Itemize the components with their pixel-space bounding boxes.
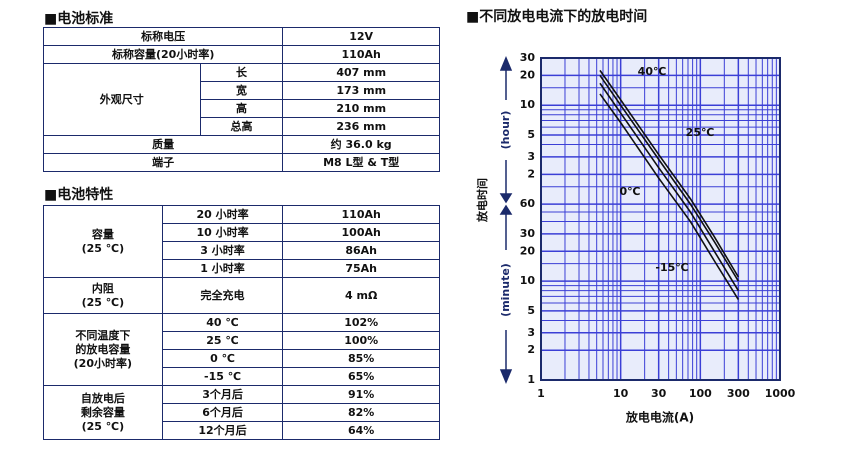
characteristics-title: ■电池特性 <box>44 187 114 203</box>
plot-frame <box>540 57 781 381</box>
y-tick-label: 10 <box>520 98 536 111</box>
sub-label: 20 小时率 <box>161 205 284 224</box>
row: 自放电后 剩余容量 (25 ℃) 3个月后 91% <box>43 385 440 440</box>
group-label-line: 不同温度下 <box>75 328 131 342</box>
value: 236 mm <box>282 117 440 136</box>
sub-label: -15 ℃ <box>161 367 284 386</box>
curve <box>599 93 740 301</box>
group-label-line: 自放电后 <box>80 391 125 405</box>
row: 0 ℃ 85% <box>44 349 440 368</box>
sub-label: 25 ℃ <box>161 331 284 350</box>
x-axis-label: 放电电流(A) <box>625 410 694 425</box>
curve <box>599 69 740 278</box>
spec-table: 标称电压 12V 标称容量(20小时率) 110Ah 外观尺寸长 407 mm 宽 173 m… <box>42 27 440 172</box>
row: 标称电压 12V <box>42 27 440 46</box>
row: 宽 173 mm <box>44 81 440 100</box>
x-tick-label: 300 <box>727 387 750 400</box>
y-tick-label: 20 <box>520 244 536 257</box>
group-label-line: 容量 <box>91 227 114 241</box>
y-tick-label: 5 <box>527 304 535 317</box>
group-label-line: 剩余容量 <box>80 405 125 419</box>
value: 173 mm <box>282 81 440 100</box>
group-label: 不同温度下 的放电容量 (20小时率) <box>43 313 163 386</box>
y-tick-label: 5 <box>527 128 535 141</box>
sub-label: 12个月后 <box>161 421 284 440</box>
group-label: 外观尺寸 <box>43 63 201 136</box>
group-label: 容量 (25 ℃) <box>43 205 163 278</box>
curve-label: -15℃ <box>655 261 688 274</box>
curve-label: 25℃ <box>686 126 715 139</box>
group-label: 内阻 (25 ℃) <box>43 277 163 314</box>
row: 容量 (25 ℃) 20 小时率 110Ah <box>43 205 440 278</box>
row: 端子 M8 L型 & T型 <box>42 153 440 172</box>
row: 不同温度下 的放电容量 (20小时率) 40 ℃ 102% <box>43 313 440 386</box>
label: 端子 <box>42 153 284 172</box>
y-tick-label: 3 <box>527 150 535 163</box>
x-tick-label: 30 <box>651 387 667 400</box>
minute-label: (minute) <box>499 263 512 317</box>
row: 高 210 mm <box>44 99 440 118</box>
y-tick-label: 20 <box>520 68 536 81</box>
x-tick-label: 1 <box>537 387 545 400</box>
group-label-line: 的放电容量 <box>75 342 131 356</box>
group-label-line: 内阻 <box>91 281 114 295</box>
group-label-line: (25 ℃) <box>81 419 125 433</box>
y-tick-label: 3 <box>527 326 535 339</box>
row: 总高 236 mm <box>44 117 440 136</box>
hour-label: (hour) <box>499 111 512 150</box>
curve <box>599 82 740 292</box>
y-tick-label: 1 <box>527 373 535 386</box>
group-label: 自放电后 剩余容量 (25 ℃) <box>43 385 163 440</box>
sub-label: 6个月后 <box>161 403 284 422</box>
row: 25 ℃ 100% <box>44 331 440 350</box>
x-tick-label: 100 <box>689 387 712 400</box>
sub-label: 1 小时率 <box>161 259 284 278</box>
sub-label: 总高 <box>199 117 284 136</box>
y-tick-label: 60 <box>520 197 536 210</box>
y-axis-label: 放电时间 <box>475 178 489 223</box>
row: 12个月后 64% <box>44 421 440 440</box>
group-label-line: (25 ℃) <box>81 241 125 255</box>
y-tick-label: 30 <box>520 227 536 240</box>
curve-label: 40℃ <box>638 65 667 78</box>
group-label-line: (25 ℃) <box>81 295 125 309</box>
value: 64% <box>282 421 440 440</box>
x-tick-label: 10 <box>613 387 629 400</box>
value: M8 L型 & T型 <box>282 153 440 172</box>
y-tick-label: 2 <box>527 343 535 356</box>
y-tick-label: 30 <box>520 51 536 64</box>
group-label-line: (20小时率) <box>73 356 133 370</box>
sub-label: 完全充电 <box>161 277 284 314</box>
value: 102% <box>282 313 440 332</box>
unit-arrows <box>499 56 513 384</box>
value: 4 mΩ <box>282 277 440 314</box>
curve-label: 0℃ <box>620 185 641 198</box>
y-tick-label: 10 <box>520 274 536 287</box>
y-tick-label: 2 <box>527 167 535 180</box>
chart-title: ■不同放电电流下的放电时间 <box>466 8 647 25</box>
row: 内阻 (25 ℃) 完全充电 4 mΩ <box>43 277 440 314</box>
x-tick-label: 1000 <box>765 387 796 400</box>
curve <box>599 74 740 282</box>
row: 1 小时率 75Ah <box>44 259 440 278</box>
plot-bg <box>541 58 780 380</box>
spec-title: ■电池标准 <box>44 11 114 27</box>
characteristics-table: 容量 (25 ℃) 20 小时率 110Ah 10 小时率 100Ah 3 小时率 86Ah 1… <box>43 205 440 440</box>
